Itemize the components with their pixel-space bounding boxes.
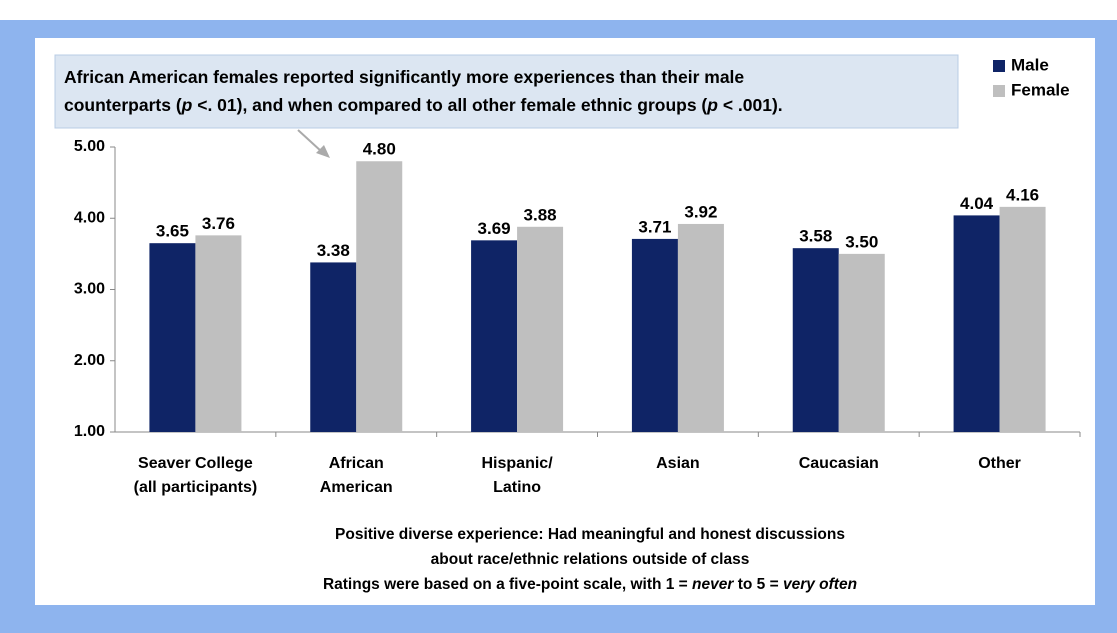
legend-label: Male — [1011, 55, 1049, 74]
bar — [149, 243, 196, 432]
x-label-text: Ratings were based on a five-point scale… — [323, 576, 692, 593]
x-tick-label: Caucasian — [799, 455, 879, 472]
y-tick-label: 3.00 — [74, 281, 105, 298]
x-tick-label: Other — [978, 455, 1021, 472]
value-label: 3.65 — [156, 222, 189, 241]
legend-swatch — [993, 85, 1005, 97]
x-tick-label: American — [320, 479, 393, 496]
value-label: 3.69 — [478, 219, 511, 238]
annotation-text: counterparts ( — [64, 95, 182, 115]
value-label: 3.92 — [684, 202, 717, 221]
bar — [838, 253, 885, 432]
y-tick-label: 5.00 — [74, 138, 105, 155]
bar — [631, 238, 678, 432]
bar — [471, 240, 518, 432]
y-tick-label: 4.00 — [74, 209, 105, 226]
bar — [517, 226, 564, 432]
value-label: 4.80 — [363, 140, 396, 159]
arrowhead — [316, 145, 330, 158]
annotation-text: < .001). — [718, 95, 783, 115]
x-tick-label: Hispanic/ — [482, 455, 554, 472]
value-label: 3.71 — [638, 217, 671, 236]
legend-swatch — [993, 60, 1005, 72]
x-tick-label: (all participants) — [134, 479, 258, 496]
value-label: 3.76 — [202, 214, 235, 233]
value-label: 3.88 — [524, 205, 557, 224]
bar — [999, 206, 1046, 432]
value-label: 3.58 — [799, 227, 832, 246]
x-label-text: very often — [783, 576, 857, 593]
annotation-text: p — [706, 95, 718, 115]
annotation-text: p — [181, 95, 193, 115]
bar — [953, 215, 1000, 432]
value-label: 4.16 — [1006, 185, 1039, 204]
x-label: Ratings were based on a five-point scale… — [323, 576, 857, 593]
x-label: about race/ethnic relations outside of c… — [431, 551, 750, 568]
value-label: 4.04 — [960, 194, 994, 213]
annotation-text: African American females reported signif… — [64, 67, 744, 87]
x-label: Positive diverse experience: Had meaning… — [335, 526, 845, 543]
bar — [356, 161, 403, 432]
annotation-arrow — [297, 129, 323, 153]
x-label-text: Positive diverse experience: Had meaning… — [335, 526, 845, 543]
bar — [195, 235, 242, 432]
legend-label: Female — [1011, 80, 1070, 99]
x-tick-label: Seaver College — [138, 455, 253, 472]
bar — [677, 223, 724, 432]
bar — [310, 262, 357, 432]
y-tick-label: 1.00 — [74, 423, 105, 440]
x-label-text: never — [692, 576, 734, 593]
bar — [792, 248, 839, 432]
x-tick-label: Asian — [656, 455, 700, 472]
value-label: 3.50 — [845, 232, 878, 251]
annotation: counterparts (p <. 01), and when compare… — [64, 95, 783, 115]
x-tick-label: African — [329, 455, 384, 472]
annotation: African American females reported signif… — [64, 67, 744, 87]
x-label-text: about race/ethnic relations outside of c… — [431, 551, 750, 568]
annotation-box — [54, 54, 959, 129]
y-tick-label: 2.00 — [74, 352, 105, 369]
x-tick-label: Latino — [493, 479, 541, 496]
x-label-text: to 5 = — [733, 576, 783, 593]
value-label: 3.38 — [317, 241, 350, 260]
annotation-text: <. 01), and when compared to all other f… — [192, 95, 707, 115]
